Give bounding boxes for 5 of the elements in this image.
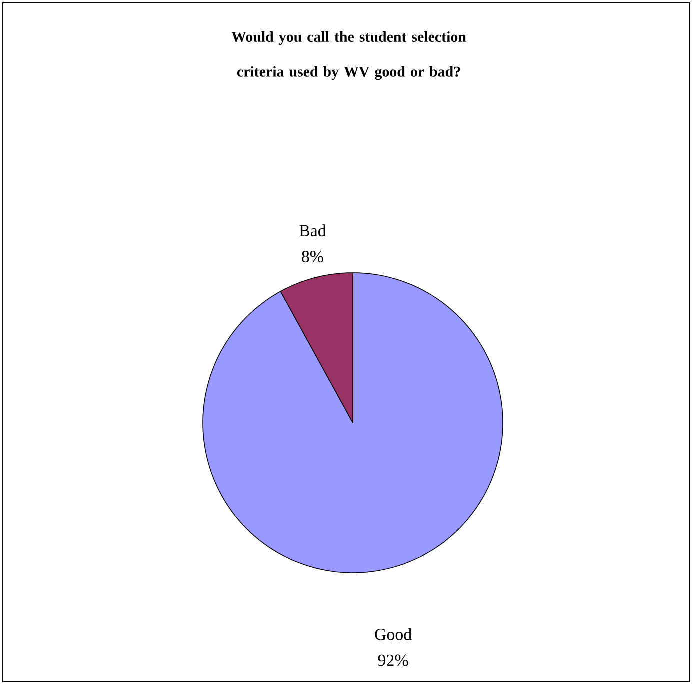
slice-label: Good xyxy=(375,628,412,640)
data-label: 92% xyxy=(378,654,408,666)
slice-label: Bad xyxy=(300,224,326,237)
chart-title: Would you call the student selection criteria used by WV good or bad? xyxy=(232,32,466,80)
data-label: 8% xyxy=(302,251,324,263)
